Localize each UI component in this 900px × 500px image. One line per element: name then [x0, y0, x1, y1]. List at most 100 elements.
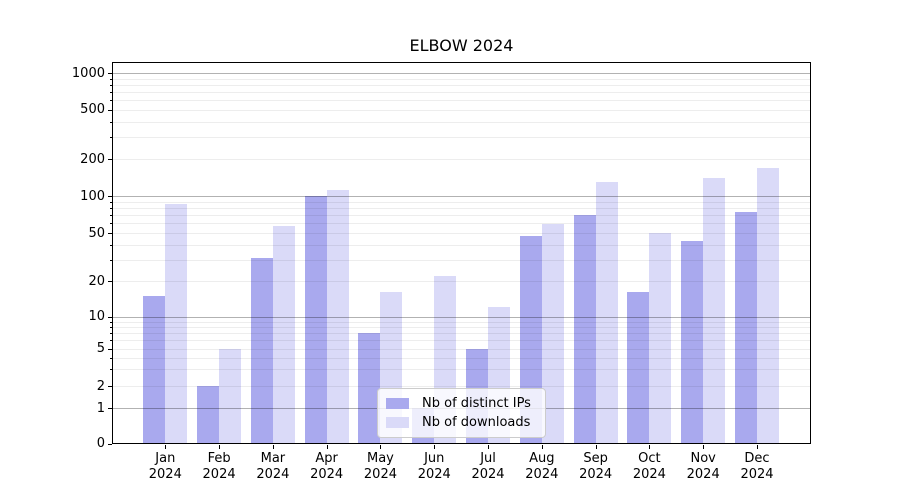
- y-minor-tick-mark: [110, 223, 112, 225]
- x-tick-label: Feb 2024: [202, 451, 236, 482]
- x-tick-label: Jan 2024: [148, 451, 182, 482]
- bar-distinct-ips-may: [358, 333, 381, 444]
- y-tick-label: 50: [88, 225, 105, 241]
- gridline-minor: [112, 137, 811, 139]
- y-minor-tick-mark: [110, 244, 112, 246]
- bar-downloads-sep: [595, 181, 618, 444]
- gridline-minor: [112, 321, 811, 323]
- gridline-major: [112, 73, 811, 74]
- gridline-minor: [112, 91, 811, 93]
- gridline-major: [112, 196, 811, 197]
- x-tick-mark: [756, 444, 758, 449]
- gridline-minor: [112, 121, 811, 123]
- y-minor-tick-mark: [110, 207, 112, 209]
- y-tick-label: 200: [80, 151, 105, 167]
- bar-distinct-ips-sep: [573, 215, 596, 444]
- bar-downloads-feb: [219, 348, 242, 444]
- x-tick-mark: [488, 444, 490, 449]
- y-tick-mark: [108, 316, 112, 318]
- gridline-minor: [112, 109, 811, 111]
- legend-item-downloads: Nb of downloads: [386, 415, 537, 430]
- y-minor-tick-mark: [110, 340, 112, 342]
- gridline-minor: [112, 369, 811, 371]
- bar-distinct-ips-mar: [250, 258, 273, 444]
- legend-swatch-distinct-ips: [386, 398, 409, 409]
- y-tick-label: 20: [88, 273, 105, 289]
- legend-label-distinct-ips: Nb of distinct IPs: [422, 396, 531, 411]
- gridline-minor: [112, 244, 811, 246]
- x-tick-label: Dec 2024: [740, 451, 774, 482]
- gridline-minor: [112, 201, 811, 203]
- bar-distinct-ips-nov: [681, 240, 704, 444]
- x-tick-mark: [434, 444, 436, 449]
- y-tick-label: 1: [96, 400, 105, 416]
- gridline-minor: [112, 207, 811, 209]
- legend-item-distinct-ips: Nb of distinct IPs: [386, 396, 537, 411]
- y-minor-tick-mark: [110, 121, 112, 123]
- legend-swatch-downloads: [386, 417, 409, 428]
- x-tick-label: Sep 2024: [579, 451, 613, 482]
- y-minor-tick-mark: [110, 201, 112, 203]
- y-minor-tick-mark: [110, 281, 112, 282]
- y-tick-label: 10: [88, 309, 105, 325]
- y-minor-tick-mark: [110, 369, 112, 371]
- x-tick-label: Mar 2024: [256, 451, 290, 482]
- x-tick-mark: [219, 444, 221, 449]
- y-minor-tick-mark: [110, 91, 112, 93]
- y-minor-tick-mark: [110, 333, 112, 335]
- y-tick-mark: [108, 196, 112, 197]
- y-minor-tick-mark: [110, 84, 112, 86]
- chart-title: ELBOW 2024: [409, 36, 514, 55]
- gridline-minor: [112, 357, 811, 359]
- y-minor-tick-mark: [110, 137, 112, 139]
- gridline-minor: [112, 84, 811, 86]
- y-tick-label: 2: [96, 378, 105, 394]
- y-tick-label: 1000: [71, 65, 105, 81]
- bar-downloads-aug: [541, 224, 564, 444]
- y-minor-tick-mark: [110, 215, 112, 217]
- y-tick-label: 100: [80, 188, 105, 204]
- x-tick-mark: [649, 444, 651, 449]
- x-tick-label: Jun 2024: [417, 451, 451, 482]
- y-minor-tick-mark: [110, 259, 112, 261]
- y-tick-mark: [108, 408, 112, 409]
- gridline-minor: [112, 215, 811, 217]
- x-tick-mark: [595, 444, 597, 449]
- x-tick-label: Nov 2024: [686, 451, 720, 482]
- gridline-major: [112, 316, 811, 318]
- gridline-minor: [112, 159, 811, 160]
- bar-distinct-ips-oct: [627, 292, 650, 444]
- x-tick-mark: [703, 444, 705, 449]
- bar-downloads-oct: [649, 233, 672, 444]
- x-tick-mark: [326, 444, 328, 449]
- bar-distinct-ips-feb: [197, 386, 220, 444]
- x-tick-label: Aug 2024: [525, 451, 559, 482]
- legend-label-downloads: Nb of downloads: [422, 415, 531, 430]
- gridline-minor: [112, 333, 811, 335]
- plot-area: [112, 62, 811, 444]
- x-tick-label: Oct 2024: [632, 451, 666, 482]
- y-minor-tick-mark: [110, 99, 112, 101]
- bar-downloads-jan: [165, 204, 188, 444]
- y-minor-tick-mark: [110, 78, 112, 80]
- gridline-minor: [112, 223, 811, 225]
- y-minor-tick-mark: [110, 233, 112, 234]
- gridline-minor: [112, 348, 811, 350]
- bar-downloads-dec: [756, 167, 779, 444]
- x-tick-mark: [165, 444, 167, 449]
- bar-downloads-nov: [703, 178, 726, 444]
- y-minor-tick-mark: [110, 109, 112, 111]
- gridline-minor: [112, 327, 811, 328]
- bar-distinct-ips-dec: [734, 212, 757, 444]
- y-minor-tick-mark: [110, 159, 112, 160]
- y-tick-label: 0: [96, 436, 105, 451]
- gridline-minor: [112, 233, 811, 234]
- bar-downloads-mar: [272, 226, 295, 444]
- y-minor-tick-mark: [110, 327, 112, 328]
- legend: Nb of distinct IPs Nb of downloads: [377, 388, 546, 438]
- x-tick-mark: [541, 444, 543, 449]
- y-tick-label: 5: [96, 341, 105, 357]
- gridline-minor: [112, 340, 811, 342]
- gridline-minor: [112, 386, 811, 387]
